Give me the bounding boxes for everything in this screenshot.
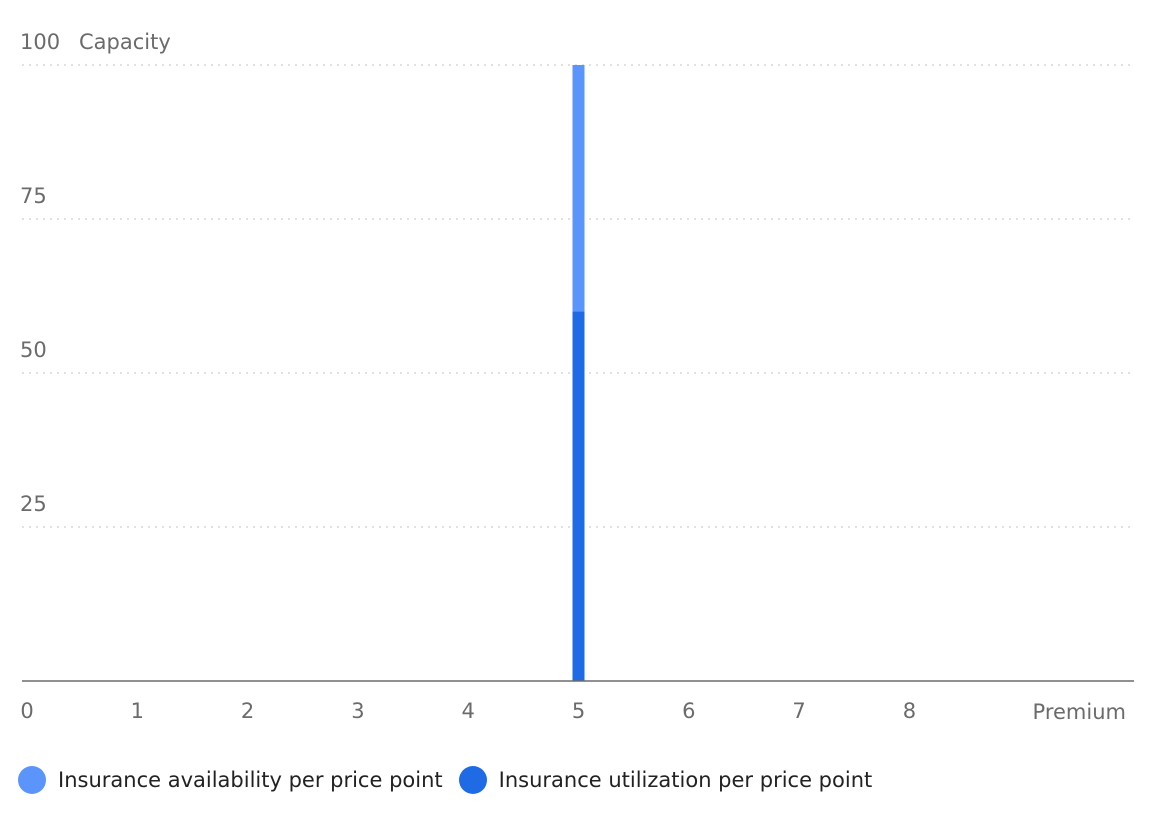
y-axis-label: Capacity [79, 30, 171, 54]
x-tick-7: 7 [792, 699, 805, 723]
legend: Insurance availability per price point I… [18, 766, 888, 794]
y-tick-75: 75 [20, 184, 47, 208]
legend-dot-utilization [458, 766, 487, 794]
chart: 25 50 75 100 Capacity 0 1 2 3 4 5 6 7 8 Premium [20, 30, 1134, 724]
bars [572, 65, 585, 681]
x-tick-4: 4 [462, 699, 475, 723]
legend-item-utilization[interactable]: Insurance utilization per price point [458, 766, 873, 794]
y-axis-ticks: 25 50 75 100 [20, 30, 60, 516]
x-tick-1: 1 [131, 699, 144, 723]
bar-series0-x5[interactable] [572, 311, 585, 681]
x-tick-2: 2 [241, 699, 254, 723]
legend-item-availability[interactable]: Insurance availability per price point [18, 766, 443, 794]
y-tick-50: 50 [20, 338, 47, 362]
legend-label-availability: Insurance availability per price point [58, 768, 443, 792]
x-tick-3: 3 [351, 699, 364, 723]
legend-label-utilization: Insurance utilization per price point [498, 768, 873, 792]
legend-dot-availability [18, 766, 46, 794]
x-axis-ticks: 0 1 2 3 4 5 6 7 8 [20, 699, 916, 723]
x-tick-0: 0 [20, 699, 33, 723]
x-axis-label: Premium [1033, 700, 1126, 724]
bar-series1-x5[interactable] [572, 65, 585, 312]
x-tick-5: 5 [572, 699, 585, 723]
x-tick-6: 6 [682, 699, 695, 723]
y-tick-100: 100 [20, 30, 60, 54]
x-tick-8: 8 [903, 699, 916, 723]
y-tick-25: 25 [20, 492, 47, 516]
